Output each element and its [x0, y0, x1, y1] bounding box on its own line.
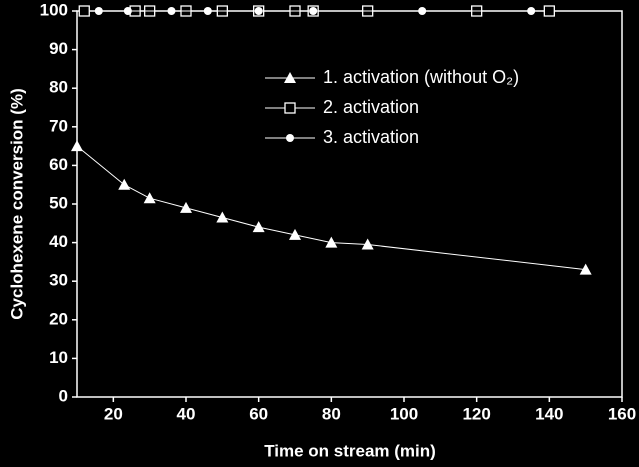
marker [118, 178, 131, 190]
legend-marker [284, 72, 296, 83]
legend-marker [284, 102, 296, 114]
marker [579, 263, 592, 275]
y-tick-label: 40 [49, 232, 68, 251]
marker [203, 7, 212, 15]
x-tick-label: 60 [249, 404, 268, 423]
marker [78, 5, 90, 17]
legend-label: 1. activation (without O₂) [323, 67, 519, 87]
y-tick-label: 20 [49, 309, 68, 328]
y-tick-label: 50 [49, 193, 68, 212]
y-tick-label: 10 [49, 348, 68, 367]
x-tick-label: 140 [535, 404, 563, 423]
y-tick-label: 100 [40, 0, 68, 19]
legend-label: 2. activation [323, 97, 419, 117]
marker [216, 211, 229, 223]
marker [143, 192, 156, 204]
y-tick-label: 60 [49, 155, 68, 174]
x-tick-label: 100 [390, 404, 418, 423]
y-tick-label: 30 [49, 271, 68, 290]
y-tick-label: 80 [49, 78, 68, 97]
legend-label: 3. activation [323, 127, 419, 147]
x-tick-label: 40 [177, 404, 196, 423]
marker [94, 7, 103, 15]
marker [325, 236, 338, 248]
x-tick-label: 160 [608, 404, 636, 423]
marker [252, 221, 265, 233]
y-axis-label: Cyclohexene conversion (%) [7, 88, 26, 319]
marker [289, 228, 301, 240]
marker [418, 7, 427, 15]
legend-marker [286, 134, 294, 142]
marker [180, 201, 192, 213]
y-tick-label: 0 [59, 386, 68, 405]
series-line [76, 145, 586, 271]
y-tick-label: 90 [49, 39, 68, 58]
marker [527, 7, 536, 15]
marker [543, 5, 555, 17]
marker [361, 238, 374, 250]
marker [167, 7, 176, 15]
x-tick-label: 80 [322, 404, 341, 423]
marker [254, 7, 263, 15]
x-tick-label: 120 [462, 404, 490, 423]
marker [123, 7, 132, 15]
marker [71, 140, 83, 152]
marker [309, 7, 318, 15]
x-axis-label: Time on stream (min) [264, 441, 436, 460]
x-tick-label: 20 [104, 404, 123, 423]
y-tick-label: 70 [49, 116, 68, 135]
